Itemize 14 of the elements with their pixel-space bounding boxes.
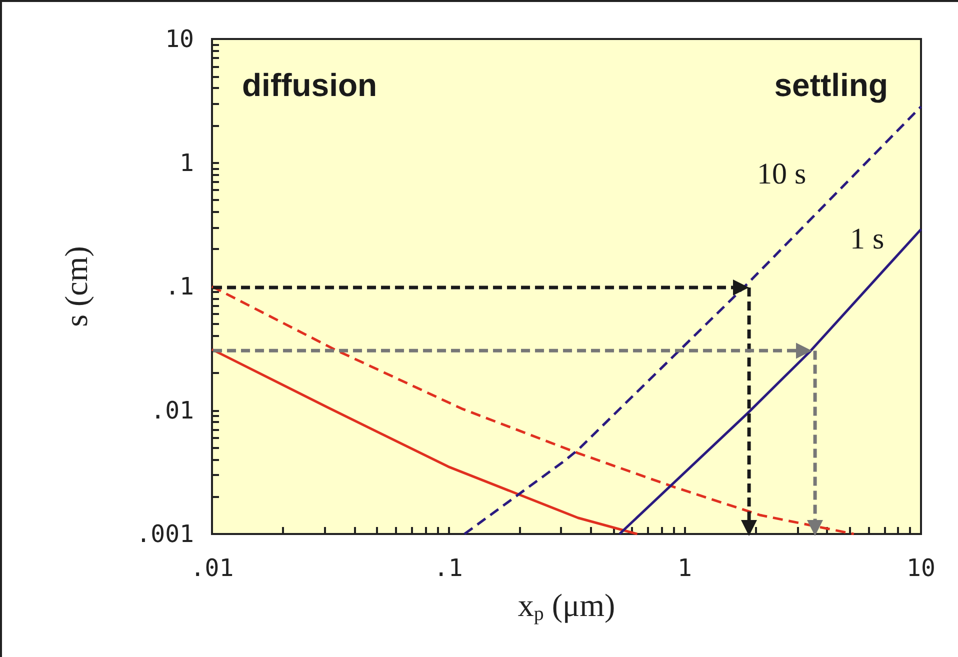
x-tick-label: .01	[190, 554, 234, 582]
y-tick-label: 10	[165, 25, 194, 53]
annotation: 10 s	[757, 158, 806, 190]
annotation: settling	[774, 67, 888, 103]
y-axis-title: s (cm)	[58, 246, 94, 327]
annotation: diffusion	[242, 67, 378, 103]
y-tick-label: .01	[150, 396, 194, 424]
y-tick-label: .1	[165, 272, 194, 300]
x-tick-label: .1	[434, 554, 463, 582]
x-tick-label: 1	[677, 554, 692, 582]
y-tick-label: 1	[180, 148, 194, 177]
y-tick-label: .001	[136, 520, 194, 548]
x-tick-label: 10	[906, 554, 936, 582]
annotation: 1 s	[850, 222, 884, 256]
